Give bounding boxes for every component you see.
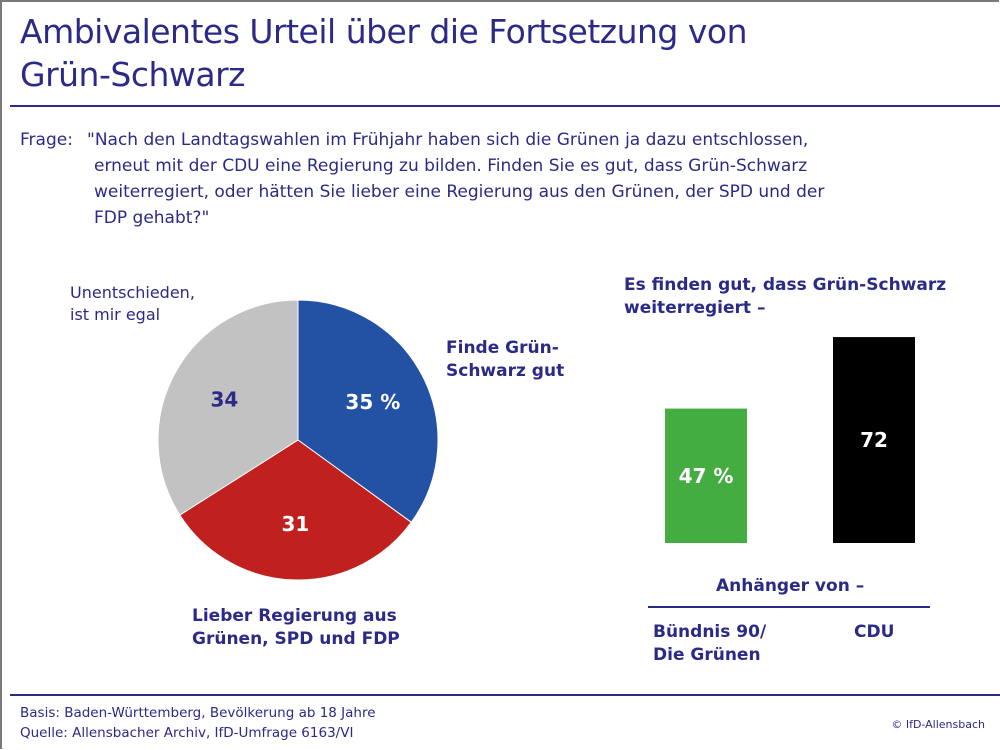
pie-label-line: Finde Grün- xyxy=(446,338,559,358)
bar-title-line: weiterregiert – xyxy=(624,298,766,318)
bar-axis-label: Anhänger von – xyxy=(716,576,865,596)
pie-label-line: Grünen, SPD und FDP xyxy=(192,629,400,649)
bar-value-label: 72 xyxy=(860,428,888,452)
pie-label-prefer-other: Lieber Regierung aus Grünen, SPD und FDP xyxy=(192,605,400,651)
pie-label-line: Lieber Regierung aus xyxy=(192,606,397,626)
question-line: erneut mit der CDU eine Regierung zu bil… xyxy=(94,156,808,176)
pie-label-line: ist mir egal xyxy=(70,305,161,324)
question-text: "Nach den Landtagswahlen im Frühjahr hab… xyxy=(70,127,980,231)
bar-greens xyxy=(665,408,747,543)
title-line-2: Grün-Schwarz xyxy=(20,55,245,94)
bar-category-greens: Bündnis 90/ Die Grünen xyxy=(653,621,766,667)
bar-category-line: CDU xyxy=(854,622,895,642)
question-label: Frage: xyxy=(20,130,73,150)
bar-category-line: Die Grünen xyxy=(653,645,761,665)
pie-label-line: Schwarz gut xyxy=(446,361,565,381)
pie-label-approve: Finde Grün- Schwarz gut xyxy=(446,337,564,383)
title-divider xyxy=(10,105,1000,107)
pie-slice-prefer-other xyxy=(179,439,412,581)
question-line: weiterregiert, oder hätten Sie lieber ei… xyxy=(94,182,825,202)
pie-value-label: 35 % xyxy=(345,390,400,414)
bar-axis-divider xyxy=(648,606,930,608)
pie-value-label: 31 xyxy=(281,512,309,536)
question-line: "Nach den Landtagswahlen im Frühjahr hab… xyxy=(87,130,809,150)
pie-slice-undecided xyxy=(157,299,299,516)
footer-source: Quelle: Allensbacher Archiv, IfD-Umfrage… xyxy=(20,725,354,741)
page-title: Ambivalentes Urteil über die Fortsetzung… xyxy=(20,10,980,96)
bar-cdu xyxy=(833,337,915,543)
pie-value-label: 34 xyxy=(210,388,238,412)
pie-label-line: Unentschieden, xyxy=(70,283,195,302)
pie-slice-approve xyxy=(297,299,439,523)
question-line: FDP gehabt?" xyxy=(94,208,210,228)
bar-chart-title: Es finden gut, dass Grün-Schwarz weiterr… xyxy=(624,274,946,320)
bar-title-line: Es finden gut, dass Grün-Schwarz xyxy=(624,275,947,295)
copyright-notice: © IfD-Allensbach xyxy=(891,718,985,731)
bar-value-label: 47 % xyxy=(679,464,734,488)
bar-category-line: Bündnis 90/ xyxy=(653,622,767,642)
title-line-1: Ambivalentes Urteil über die Fortsetzung… xyxy=(20,12,747,51)
footer-divider xyxy=(10,694,1000,696)
bar-category-cdu: CDU xyxy=(854,621,894,644)
footer-basis: Basis: Baden-Württemberg, Bevölkerung ab… xyxy=(20,705,376,721)
pie-label-undecided: Unentschieden, ist mir egal xyxy=(70,282,195,326)
